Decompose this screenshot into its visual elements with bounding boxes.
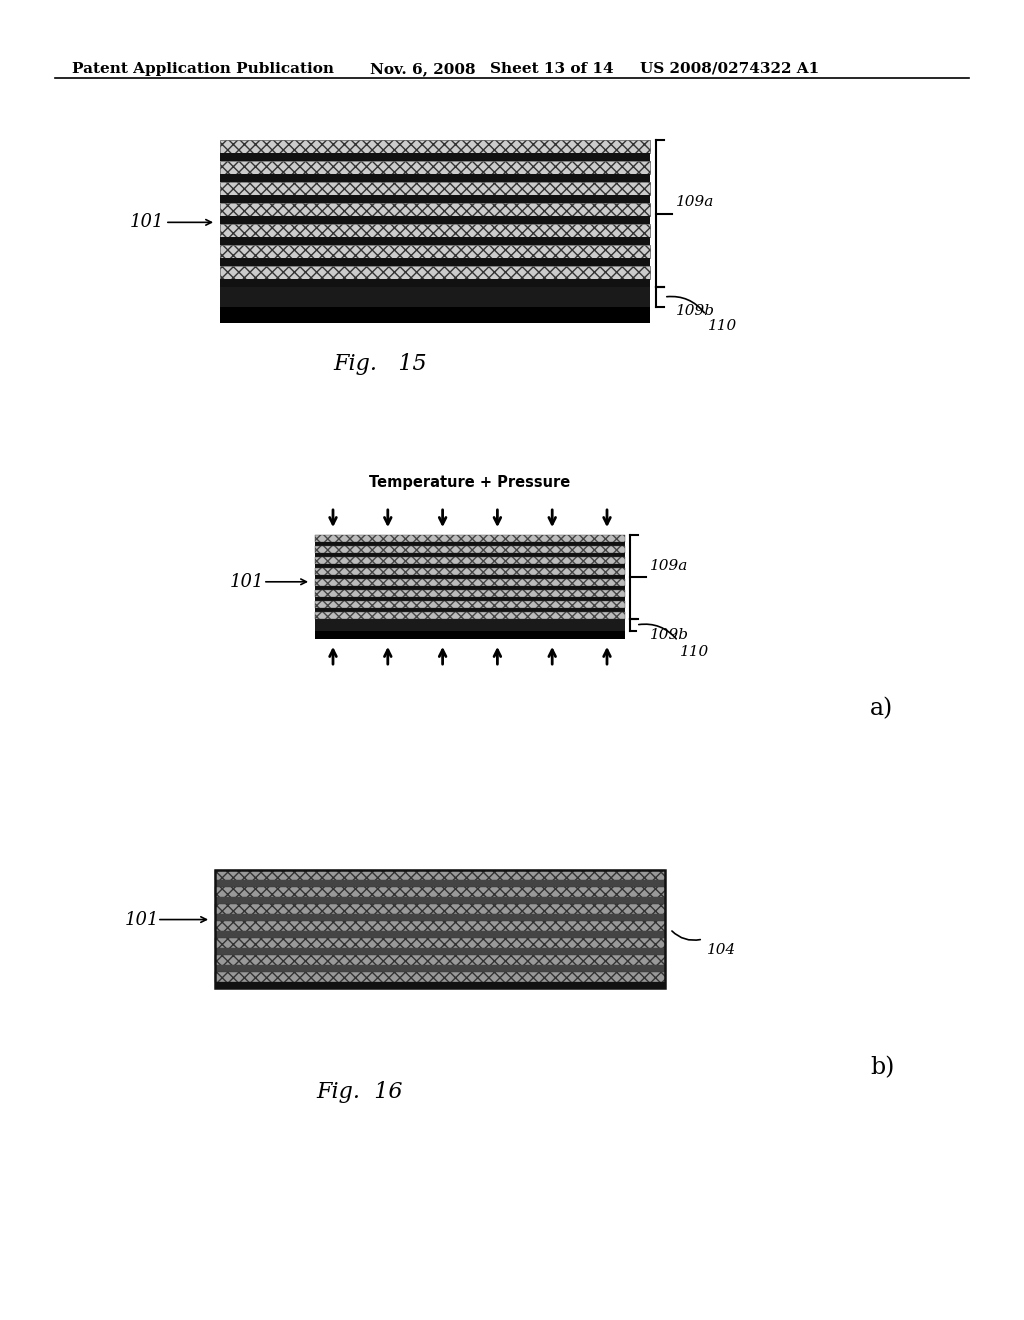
Bar xyxy=(220,161,650,174)
Text: 109b: 109b xyxy=(650,628,689,642)
Bar xyxy=(315,557,625,564)
Bar xyxy=(315,586,625,590)
Bar xyxy=(315,553,625,557)
Bar xyxy=(220,153,650,161)
Text: Fig.   15: Fig. 15 xyxy=(333,352,427,375)
Text: Fig.  16: Fig. 16 xyxy=(316,1081,403,1104)
Bar xyxy=(315,609,625,612)
Bar xyxy=(220,195,650,203)
Bar xyxy=(220,203,650,216)
Bar xyxy=(315,568,625,576)
Text: Nov. 6, 2008: Nov. 6, 2008 xyxy=(370,62,475,77)
Bar xyxy=(215,921,665,931)
Bar xyxy=(315,619,625,631)
Text: 109a: 109a xyxy=(676,195,715,210)
Text: 109a: 109a xyxy=(650,558,688,573)
Bar xyxy=(315,597,625,601)
Bar xyxy=(215,887,665,898)
Bar xyxy=(220,257,650,267)
Text: 101: 101 xyxy=(230,573,264,591)
Bar xyxy=(220,216,650,224)
Bar xyxy=(215,954,665,965)
Bar xyxy=(220,308,650,323)
Bar xyxy=(220,224,650,238)
Bar xyxy=(215,965,665,972)
Bar xyxy=(315,546,625,553)
Text: a): a) xyxy=(870,697,893,721)
Bar xyxy=(215,948,665,954)
Bar xyxy=(315,535,625,543)
Bar xyxy=(220,140,650,153)
Bar xyxy=(315,576,625,579)
Bar xyxy=(315,564,625,568)
Text: Sheet 13 of 14: Sheet 13 of 14 xyxy=(490,62,613,77)
Bar xyxy=(215,982,665,987)
Bar xyxy=(215,870,665,880)
Bar xyxy=(215,972,665,982)
Bar xyxy=(220,174,650,182)
Text: Temperature + Pressure: Temperature + Pressure xyxy=(370,475,570,491)
Bar xyxy=(215,913,665,921)
Bar xyxy=(215,880,665,887)
Text: 104: 104 xyxy=(707,942,736,957)
Bar xyxy=(215,870,665,987)
Text: US 2008/0274322 A1: US 2008/0274322 A1 xyxy=(640,62,819,77)
Bar xyxy=(220,267,650,279)
Bar xyxy=(315,590,625,597)
Bar xyxy=(315,543,625,546)
Bar xyxy=(220,279,650,286)
Bar xyxy=(315,579,625,586)
Text: 101: 101 xyxy=(125,911,160,928)
Bar xyxy=(315,601,625,609)
Bar xyxy=(215,931,665,939)
Bar xyxy=(220,246,650,257)
Bar xyxy=(215,939,665,948)
Bar xyxy=(315,631,625,639)
Bar xyxy=(215,898,665,904)
Bar xyxy=(315,612,625,619)
Bar xyxy=(220,238,650,246)
Text: 109b: 109b xyxy=(676,304,715,318)
Bar xyxy=(215,904,665,913)
Bar xyxy=(220,286,650,308)
Text: Patent Application Publication: Patent Application Publication xyxy=(72,62,334,77)
Text: 110: 110 xyxy=(708,319,737,333)
Text: 101: 101 xyxy=(130,214,165,231)
Text: b): b) xyxy=(870,1056,894,1080)
Bar xyxy=(220,182,650,195)
Text: 110: 110 xyxy=(680,645,710,659)
